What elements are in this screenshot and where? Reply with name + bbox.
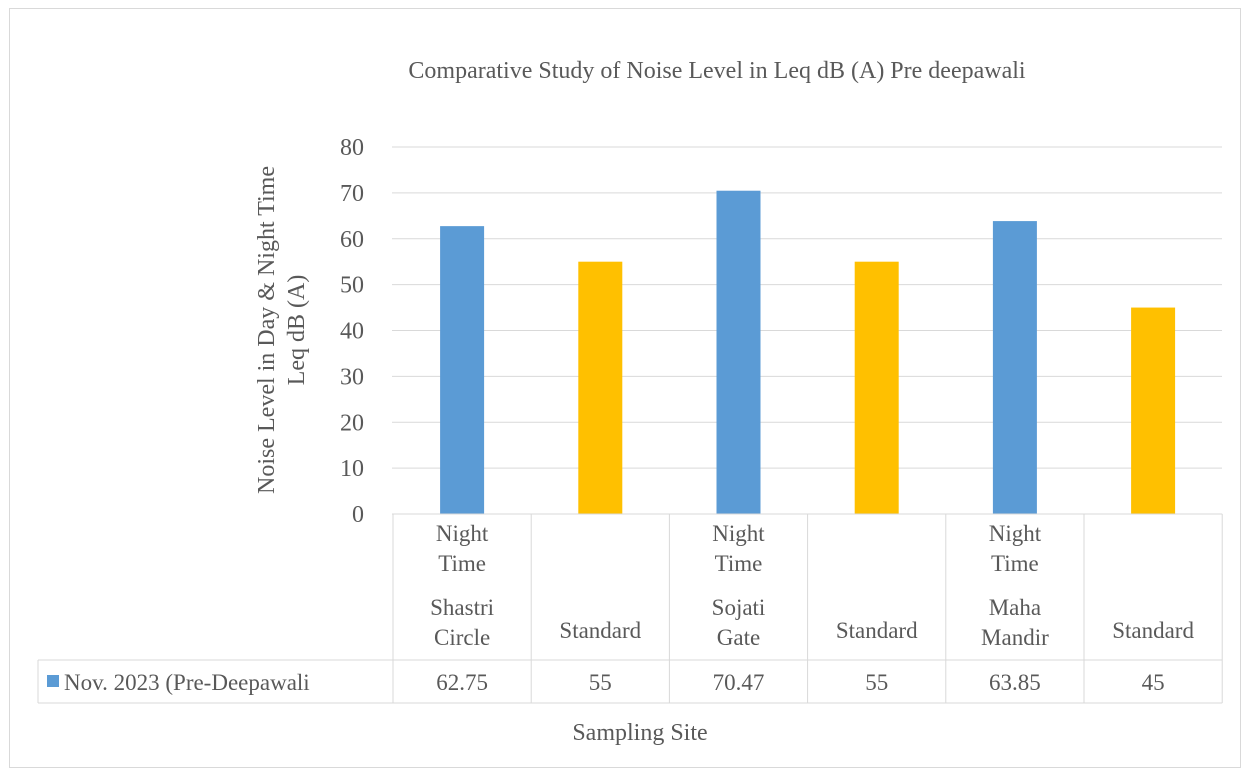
x-tick-label: Sojati — [712, 595, 766, 620]
x-tick-sub-label: Night — [436, 521, 489, 546]
y-tick-label: 40 — [340, 319, 364, 345]
data-label: 62.75 — [436, 670, 488, 695]
x-tick-sub-label: Night — [712, 521, 765, 546]
data-label: 63.85 — [989, 670, 1041, 695]
x-tick-label: Standard — [1112, 618, 1194, 643]
bar — [578, 261, 623, 514]
y-axis-label-line-1: Noise Level in Day & Night Time — [254, 166, 280, 494]
y-tick-label: 60 — [340, 227, 364, 253]
bar — [992, 221, 1037, 514]
legend-series-name: Nov. 2023 (Pre-Deepawali — [64, 670, 310, 695]
x-tick-sub-label: Time — [438, 551, 486, 576]
y-tick-label: 70 — [340, 181, 364, 207]
x-tick-label: Shastri — [430, 595, 494, 620]
x-tick-label: Circle — [434, 625, 490, 650]
y-axis-label-line-2: Leq dB (A) — [284, 275, 310, 386]
x-axis-label: Sampling Site — [572, 720, 707, 746]
data-label: 45 — [1142, 670, 1165, 695]
y-tick-label: 80 — [340, 135, 364, 161]
y-tick-label: 20 — [340, 410, 364, 436]
data-label: 70.47 — [713, 670, 765, 695]
y-axis-label: Noise Level in Day & Night Time Leq dB (… — [254, 166, 310, 494]
y-tick-label: 50 — [340, 273, 364, 299]
x-tick-sub-label: Time — [991, 551, 1039, 576]
data-label: 55 — [589, 670, 612, 695]
legend-swatch — [47, 675, 59, 687]
x-tick-sub-label: Night — [989, 521, 1042, 546]
bar — [716, 190, 761, 514]
bar — [1131, 307, 1176, 514]
x-tick-label: Gate — [717, 625, 760, 650]
x-tick-label: Mandir — [981, 625, 1049, 650]
x-tick-label: Maha — [989, 595, 1041, 620]
bar — [440, 226, 485, 514]
x-tick-label: Standard — [836, 618, 918, 643]
x-tick-sub-label: Time — [715, 551, 763, 576]
x-tick-label: Standard — [559, 618, 641, 643]
y-tick-label: 10 — [340, 456, 364, 482]
chart-title: Comparative Study of Noise Level in Leq … — [408, 58, 1026, 84]
y-tick-label: 0 — [352, 502, 364, 528]
bar — [854, 261, 899, 514]
data-label: 55 — [865, 670, 888, 695]
y-tick-label: 30 — [340, 364, 364, 390]
